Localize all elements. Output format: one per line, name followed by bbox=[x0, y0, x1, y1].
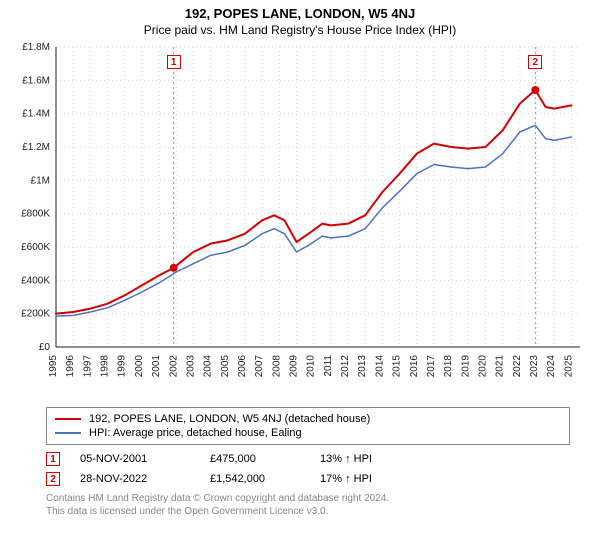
svg-text:£200K: £200K bbox=[21, 309, 50, 320]
sale-hpi-delta: 17% ↑ HPI bbox=[320, 473, 410, 485]
svg-text:2015: 2015 bbox=[392, 355, 403, 378]
svg-text:1999: 1999 bbox=[117, 355, 128, 378]
legend-item: HPI: Average price, detached house, Eali… bbox=[55, 426, 561, 440]
svg-text:£1.2M: £1.2M bbox=[22, 142, 50, 153]
sale-marker-box: 1 bbox=[167, 55, 181, 69]
svg-text:2006: 2006 bbox=[237, 355, 248, 378]
legend-label: 192, POPES LANE, LONDON, W5 4NJ (detache… bbox=[89, 413, 370, 425]
sales-table: 1 05-NOV-2001 £475,000 13% ↑ HPI 2 28-NOV-202… bbox=[46, 449, 570, 489]
footer-line-1: Contains HM Land Registry data © Crown c… bbox=[46, 493, 570, 506]
svg-text:1997: 1997 bbox=[82, 355, 93, 378]
svg-text:2002: 2002 bbox=[168, 355, 179, 378]
svg-text:2023: 2023 bbox=[529, 355, 540, 378]
svg-text:2010: 2010 bbox=[306, 355, 317, 378]
sale-number-box: 2 bbox=[46, 472, 60, 486]
sale-marker-box: 2 bbox=[528, 55, 542, 69]
svg-text:2024: 2024 bbox=[546, 355, 557, 378]
svg-text:2009: 2009 bbox=[289, 355, 300, 378]
svg-text:2013: 2013 bbox=[357, 355, 368, 378]
chart-title: 192, POPES LANE, LONDON, W5 4NJ bbox=[0, 0, 600, 21]
svg-text:2005: 2005 bbox=[220, 355, 231, 378]
svg-text:2022: 2022 bbox=[512, 355, 523, 378]
footer-attribution: Contains HM Land Registry data © Crown c… bbox=[46, 493, 570, 518]
svg-text:2008: 2008 bbox=[271, 355, 282, 378]
svg-text:2020: 2020 bbox=[478, 355, 489, 378]
svg-text:2001: 2001 bbox=[151, 355, 162, 378]
svg-text:2000: 2000 bbox=[134, 355, 145, 378]
legend-swatch bbox=[55, 418, 81, 420]
sale-hpi-delta: 13% ↑ HPI bbox=[320, 453, 410, 465]
svg-text:1996: 1996 bbox=[65, 355, 76, 378]
svg-text:2003: 2003 bbox=[185, 355, 196, 378]
svg-text:£400K: £400K bbox=[21, 275, 50, 286]
sale-row: 2 28-NOV-2022 £1,542,000 17% ↑ HPI bbox=[46, 469, 570, 489]
svg-text:2021: 2021 bbox=[495, 355, 506, 378]
line-chart-svg: £0 £200K £400K £600K £800K £1M £1.2M £1.4M £1.6M… bbox=[10, 41, 590, 401]
sale-row: 1 05-NOV-2001 £475,000 13% ↑ HPI bbox=[46, 449, 570, 469]
svg-text:2011: 2011 bbox=[323, 355, 334, 377]
svg-text:£600K: £600K bbox=[21, 242, 50, 253]
legend-swatch bbox=[55, 432, 81, 434]
sale-number-box: 1 bbox=[46, 452, 60, 466]
svg-text:2014: 2014 bbox=[374, 355, 385, 378]
svg-text:2007: 2007 bbox=[254, 355, 265, 378]
svg-text:£0: £0 bbox=[39, 342, 51, 353]
svg-text:£1.8M: £1.8M bbox=[22, 42, 50, 53]
svg-text:£1.4M: £1.4M bbox=[22, 109, 50, 120]
legend-item: 192, POPES LANE, LONDON, W5 4NJ (detache… bbox=[55, 412, 561, 426]
svg-text:2018: 2018 bbox=[443, 355, 454, 378]
chart-subtitle: Price paid vs. HM Land Registry's House … bbox=[0, 21, 600, 41]
svg-text:2004: 2004 bbox=[203, 355, 214, 378]
svg-text:1995: 1995 bbox=[48, 355, 59, 378]
footer-line-2: This data is licensed under the Open Gov… bbox=[46, 506, 570, 519]
svg-text:1998: 1998 bbox=[100, 355, 111, 378]
svg-text:2012: 2012 bbox=[340, 355, 351, 378]
svg-text:£1M: £1M bbox=[31, 175, 50, 186]
sale-price: £475,000 bbox=[210, 453, 300, 465]
figure-container: 192, POPES LANE, LONDON, W5 4NJ Price pa… bbox=[0, 0, 600, 560]
svg-text:£800K: £800K bbox=[21, 209, 50, 220]
legend: 192, POPES LANE, LONDON, W5 4NJ (detache… bbox=[46, 407, 570, 445]
svg-text:2017: 2017 bbox=[426, 355, 437, 378]
sale-date: 05-NOV-2001 bbox=[80, 453, 190, 465]
legend-label: HPI: Average price, detached house, Eali… bbox=[89, 427, 302, 439]
svg-text:2016: 2016 bbox=[409, 355, 420, 378]
sale-price: £1,542,000 bbox=[210, 473, 300, 485]
svg-text:2025: 2025 bbox=[563, 355, 574, 378]
chart-area: £0 £200K £400K £600K £800K £1M £1.2M £1.4M £1.6M… bbox=[10, 41, 590, 401]
svg-text:£1.6M: £1.6M bbox=[22, 75, 50, 86]
sale-date: 28-NOV-2022 bbox=[80, 473, 190, 485]
svg-text:2019: 2019 bbox=[460, 355, 471, 378]
